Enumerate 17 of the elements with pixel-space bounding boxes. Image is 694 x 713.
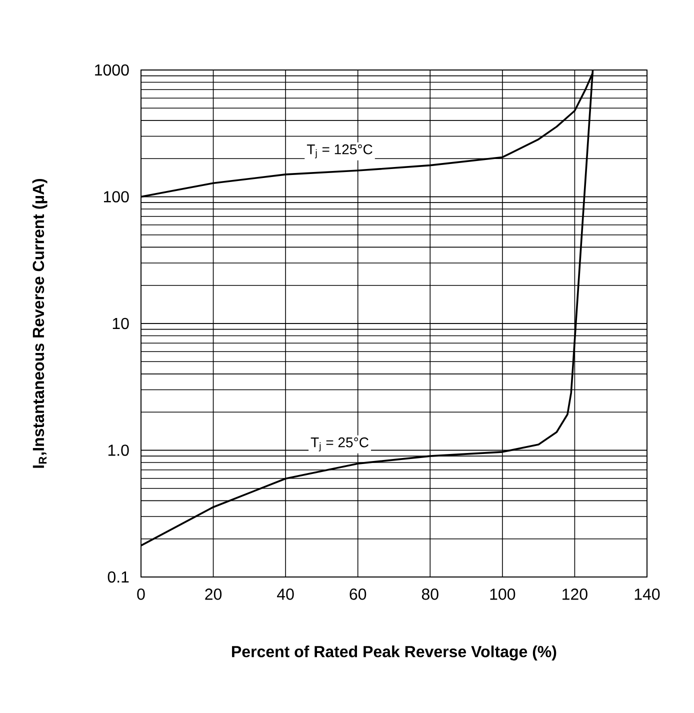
y-tick-label: 1000 bbox=[95, 64, 129, 76]
x-tick-label: 0 bbox=[137, 588, 145, 600]
series-label: T$_{j}$ = 25°C bbox=[310, 437, 368, 452]
x-tick-label: 40 bbox=[277, 588, 294, 600]
y-tick-label: 10 bbox=[112, 318, 129, 330]
x-tick-label: 140 bbox=[634, 588, 660, 600]
y-axis-title: I$_{R}$,Instantaneous Reverse Current (µA) bbox=[32, 178, 48, 468]
x-tick-label: 80 bbox=[422, 588, 438, 600]
x-tick-label: 100 bbox=[490, 588, 516, 600]
y-tick-label: 0.1 bbox=[108, 571, 129, 583]
series-label: T$_{j}$ = 125°C bbox=[306, 144, 372, 158]
x-tick-label: 20 bbox=[205, 588, 222, 600]
x-tick-label: 120 bbox=[562, 588, 588, 600]
x-axis-title: Percent of Rated Peak Reverse Voltage (%) bbox=[232, 646, 556, 661]
y-tick-label: 100 bbox=[104, 191, 129, 202]
y-tick-label: 1.0 bbox=[108, 444, 129, 456]
x-tick-label: 60 bbox=[350, 588, 366, 600]
